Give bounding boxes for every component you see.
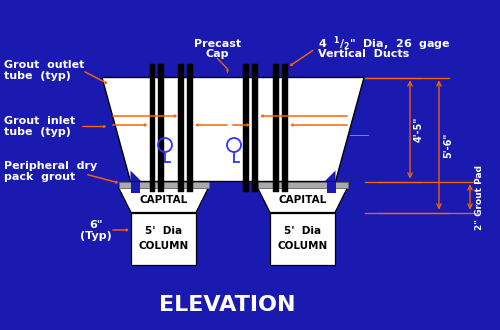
Text: 5'-6": 5'-6" [443,132,453,158]
Bar [178,63,184,191]
Text: tube  (typ): tube (typ) [4,71,71,81]
Text: 5'  Dia: 5' Dia [145,226,182,236]
Bar [258,182,348,187]
Bar [118,182,208,187]
Polygon shape [324,171,336,182]
Text: CAPITAL: CAPITAL [278,195,326,205]
Text: Grout  inlet: Grout inlet [4,116,75,126]
Bar [130,182,140,192]
Text: ELEVATION: ELEVATION [159,295,296,315]
Bar [150,63,155,191]
Polygon shape [102,78,364,182]
Text: (Typ): (Typ) [80,231,112,241]
Text: 5'  Dia: 5' Dia [284,226,321,236]
Polygon shape [130,171,141,182]
Text: pack  grout: pack grout [4,172,75,182]
Bar [273,63,279,191]
Bar [131,213,196,265]
Bar [282,63,288,191]
Bar [187,63,192,191]
Text: tube  (typ): tube (typ) [4,127,71,137]
Text: Cap: Cap [206,49,229,59]
Bar [326,182,336,192]
Text: Peripheral  dry: Peripheral dry [4,161,97,171]
Text: Grout  outlet: Grout outlet [4,60,84,70]
Text: Precast: Precast [194,39,241,49]
Text: 2" Grout Pad: 2" Grout Pad [474,164,484,229]
Polygon shape [258,187,348,213]
Bar [158,63,164,191]
Text: CAPITAL: CAPITAL [140,195,188,205]
Text: 4'-5": 4'-5" [414,117,424,142]
Text: COLUMN: COLUMN [138,241,188,251]
Bar [252,63,258,191]
Polygon shape [118,187,208,213]
Bar [243,63,249,191]
Text: Vertical  Ducts: Vertical Ducts [318,49,409,59]
Text: 6": 6" [89,220,103,230]
Text: 4  $\mathregular{^1/_2}$"  Dia,  26  gage: 4 $\mathregular{^1/_2}$" Dia, 26 gage [318,35,450,53]
Text: COLUMN: COLUMN [278,241,328,251]
Bar [270,213,335,265]
